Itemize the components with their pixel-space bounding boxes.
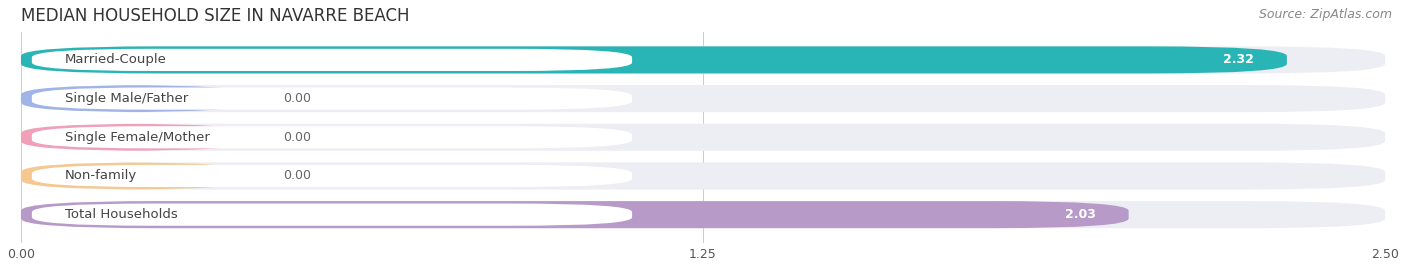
Text: 0.00: 0.00 <box>283 131 311 144</box>
FancyBboxPatch shape <box>21 124 250 151</box>
FancyBboxPatch shape <box>32 87 633 110</box>
FancyBboxPatch shape <box>32 203 633 226</box>
FancyBboxPatch shape <box>21 124 1385 151</box>
FancyBboxPatch shape <box>21 162 250 189</box>
FancyBboxPatch shape <box>21 85 250 112</box>
FancyBboxPatch shape <box>21 162 1385 189</box>
Text: Source: ZipAtlas.com: Source: ZipAtlas.com <box>1258 8 1392 21</box>
Text: Married-Couple: Married-Couple <box>65 53 166 66</box>
Text: Single Male/Father: Single Male/Father <box>65 92 188 105</box>
Text: MEDIAN HOUSEHOLD SIZE IN NAVARRE BEACH: MEDIAN HOUSEHOLD SIZE IN NAVARRE BEACH <box>21 7 409 25</box>
FancyBboxPatch shape <box>32 49 633 71</box>
Text: 0.00: 0.00 <box>283 92 311 105</box>
Text: Single Female/Mother: Single Female/Mother <box>65 131 209 144</box>
FancyBboxPatch shape <box>21 201 1129 228</box>
Text: Non-family: Non-family <box>65 169 136 183</box>
Text: 2.32: 2.32 <box>1223 53 1254 66</box>
Text: 0.00: 0.00 <box>283 169 311 183</box>
Text: Total Households: Total Households <box>65 208 177 221</box>
FancyBboxPatch shape <box>21 201 1385 228</box>
FancyBboxPatch shape <box>21 46 1385 73</box>
FancyBboxPatch shape <box>21 46 1286 73</box>
Text: 2.03: 2.03 <box>1064 208 1095 221</box>
FancyBboxPatch shape <box>21 85 1385 112</box>
FancyBboxPatch shape <box>32 126 633 148</box>
FancyBboxPatch shape <box>32 165 633 187</box>
